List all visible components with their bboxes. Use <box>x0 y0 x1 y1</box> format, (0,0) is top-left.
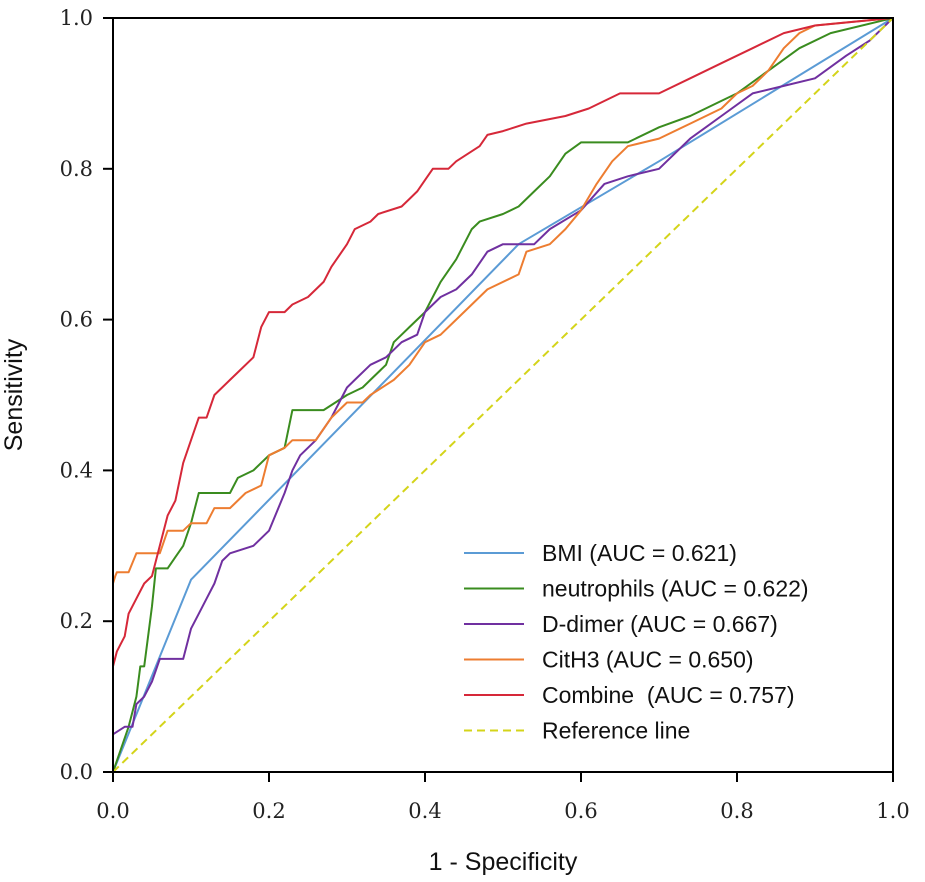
y-tick-label: 0.8 <box>60 157 93 181</box>
y-tick-label: 0.0 <box>60 760 93 784</box>
legend-label-5: Reference line <box>542 718 690 744</box>
y-tick-label: 0.2 <box>60 609 93 633</box>
x-axis-title: 1 - Specificity <box>429 848 578 876</box>
series-line-2 <box>112 17 894 736</box>
legend-label-1: neutrophils (AUC = 0.622) <box>542 576 809 602</box>
x-axis-ticks: 0.0 0.2 0.4 0.6 0.8 1.0 <box>96 772 910 823</box>
x-tick-label: 1.0 <box>876 799 909 823</box>
x-tick-label: 0.2 <box>252 799 285 823</box>
series-line-3 <box>112 17 894 584</box>
series-line-5 <box>112 17 894 773</box>
legend-label-4: Combine (AUC = 0.757) <box>542 682 794 708</box>
y-tick-label: 1.0 <box>60 6 93 30</box>
series-line-4 <box>112 17 894 667</box>
x-tick-label: 0.8 <box>720 799 753 823</box>
x-tick-label: 0.6 <box>564 799 597 823</box>
legend-label-0: BMI (AUC = 0.621) <box>542 540 737 566</box>
y-tick-label: 0.6 <box>60 308 93 332</box>
legend-label-3: CitH3 (AUC = 0.650) <box>542 647 754 673</box>
y-axis-title: Sensitivity <box>0 338 28 451</box>
legend: BMI (AUC = 0.621) neutrophils (AUC = 0.62… <box>464 540 809 744</box>
plot-area <box>112 17 894 773</box>
legend-label-2: D-dimer (AUC = 0.667) <box>542 611 778 637</box>
plot-frame <box>112 17 894 773</box>
x-tick-label: 0.0 <box>96 799 129 823</box>
series-line-1 <box>112 17 894 773</box>
series-layer <box>112 17 894 773</box>
y-tick-label: 0.4 <box>60 458 93 482</box>
y-axis-ticks: 0.0 0.2 0.4 0.6 0.8 1.0 <box>60 6 113 784</box>
x-tick-label: 0.4 <box>408 799 441 823</box>
